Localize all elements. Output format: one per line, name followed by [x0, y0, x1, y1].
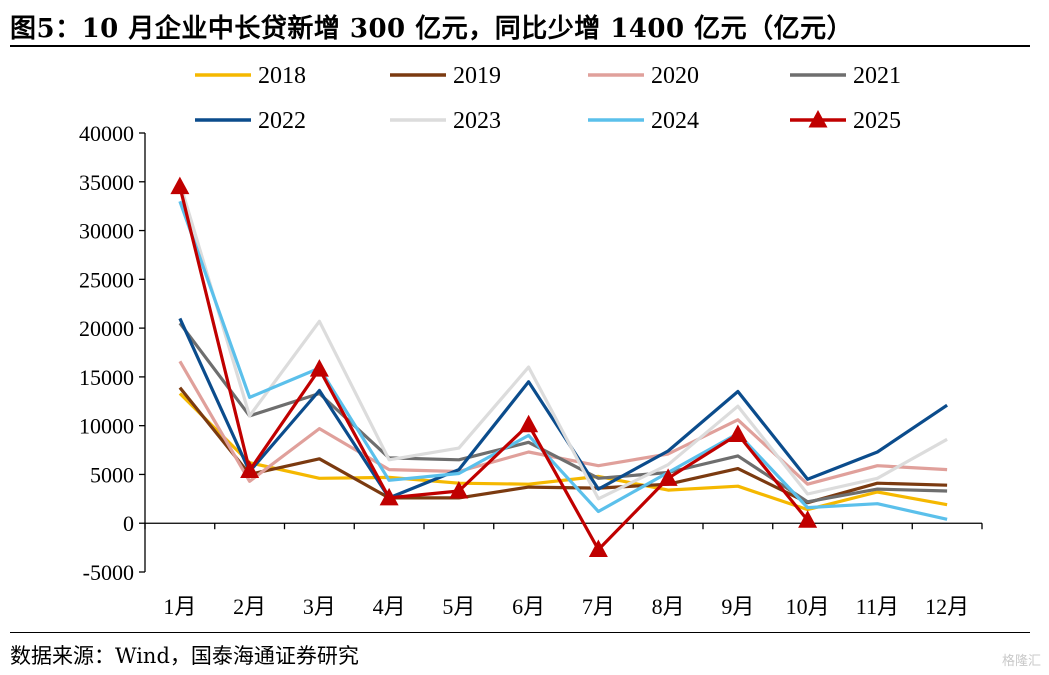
data-point-2025: [240, 460, 260, 479]
x-tick-label: 6月: [512, 594, 545, 619]
legend-item-2024: 2024: [588, 108, 699, 134]
footer-divider: [10, 632, 1030, 633]
legend-label: 2022: [258, 108, 306, 134]
legend-item-2023: 2023: [390, 108, 501, 134]
legend-item-2025: 2025: [790, 108, 901, 134]
y-axis: -5000 0 5000 10000 15000 20000 25000 30000 35000…: [79, 121, 146, 585]
x-tick-label: 10月: [786, 594, 830, 619]
data-point-2025: [728, 424, 748, 442]
legend-item-2018: 2018: [195, 63, 306, 89]
data-point-2025: [379, 487, 399, 506]
x-tick-label: 12月: [925, 594, 969, 619]
series-2024: [178, 200, 948, 521]
x-tick-label: 9月: [721, 594, 754, 619]
legend-item-2020: 2020: [588, 63, 699, 89]
x-tick-label: 3月: [303, 594, 336, 619]
y-tick-label: 10000: [79, 414, 134, 439]
series-line-2024: [178, 200, 948, 521]
data-point-2025: [588, 539, 608, 558]
series-line-2022: [178, 317, 948, 500]
legend-item-2022: 2022: [195, 108, 306, 134]
legend-item-2019: 2019: [390, 63, 501, 89]
legend: 2018 2019 2020 2021 2022 2023 2024 2025: [195, 63, 901, 134]
y-tick-label: 20000: [79, 316, 134, 341]
legend-item-2021: 2021: [790, 63, 901, 89]
y-tick-label: 40000: [79, 121, 134, 146]
x-tick-label: 11月: [856, 594, 899, 619]
series-line-2018: [178, 392, 948, 512]
series-line-2025: [178, 186, 809, 552]
series-2018: [178, 392, 948, 512]
series-2021: [178, 322, 948, 504]
x-tick-label: 5月: [442, 594, 475, 619]
y-tick-label: 5000: [90, 462, 134, 487]
source-note: 数据来源：Wind，国泰海通证券研究: [10, 644, 359, 668]
data-point-2025: [798, 510, 818, 528]
page-title: 图5：10 月企业中长贷新增 300 亿元，同比少增 1400 亿元（亿元）: [10, 14, 854, 44]
legend-label: 2018: [258, 63, 306, 89]
x-tick-label: 7月: [582, 594, 615, 619]
x-tick-label: 4月: [373, 594, 406, 619]
x-tick-label: 1月: [163, 594, 196, 619]
legend-label: 2019: [453, 63, 501, 89]
series-2022: [178, 317, 948, 500]
legend-label: 2024: [651, 108, 699, 134]
legend-label: 2023: [453, 108, 501, 134]
y-tick-label: -5000: [83, 560, 134, 585]
legend-marker: [808, 110, 828, 128]
series-layer: [170, 176, 948, 558]
y-tick-label: 35000: [79, 170, 134, 195]
series-2023: [178, 182, 948, 501]
data-point-2025: [519, 414, 539, 433]
y-tick-label: 15000: [79, 365, 134, 390]
y-tick-label: 30000: [79, 219, 134, 244]
data-point-2025: [658, 468, 678, 486]
series-line-2023: [178, 182, 948, 501]
watermark-logo: 格隆汇: [1001, 654, 1041, 669]
legend-label: 2025: [853, 108, 901, 134]
series-2025: [170, 176, 818, 558]
data-point-2025: [309, 359, 329, 377]
x-tick-label: 8月: [652, 594, 685, 619]
x-axis: 1月 2月 3月 4月 5月 6月 7月 8月 9月 10月 11月 12月: [144, 522, 983, 619]
y-tick-label: 0: [123, 511, 134, 536]
line-chart: 2018 2019 2020 2021 2022 2023 2024 2025 -5000 0 5…: [79, 63, 983, 619]
legend-label: 2020: [651, 63, 699, 89]
data-point-2025: [449, 481, 469, 499]
y-tick-label: 25000: [79, 267, 134, 292]
data-point-2025: [170, 176, 190, 195]
legend-label: 2021: [853, 63, 901, 89]
series-line-2021: [178, 322, 948, 504]
x-tick-label: 2月: [233, 594, 266, 619]
title-divider: [10, 45, 1030, 47]
